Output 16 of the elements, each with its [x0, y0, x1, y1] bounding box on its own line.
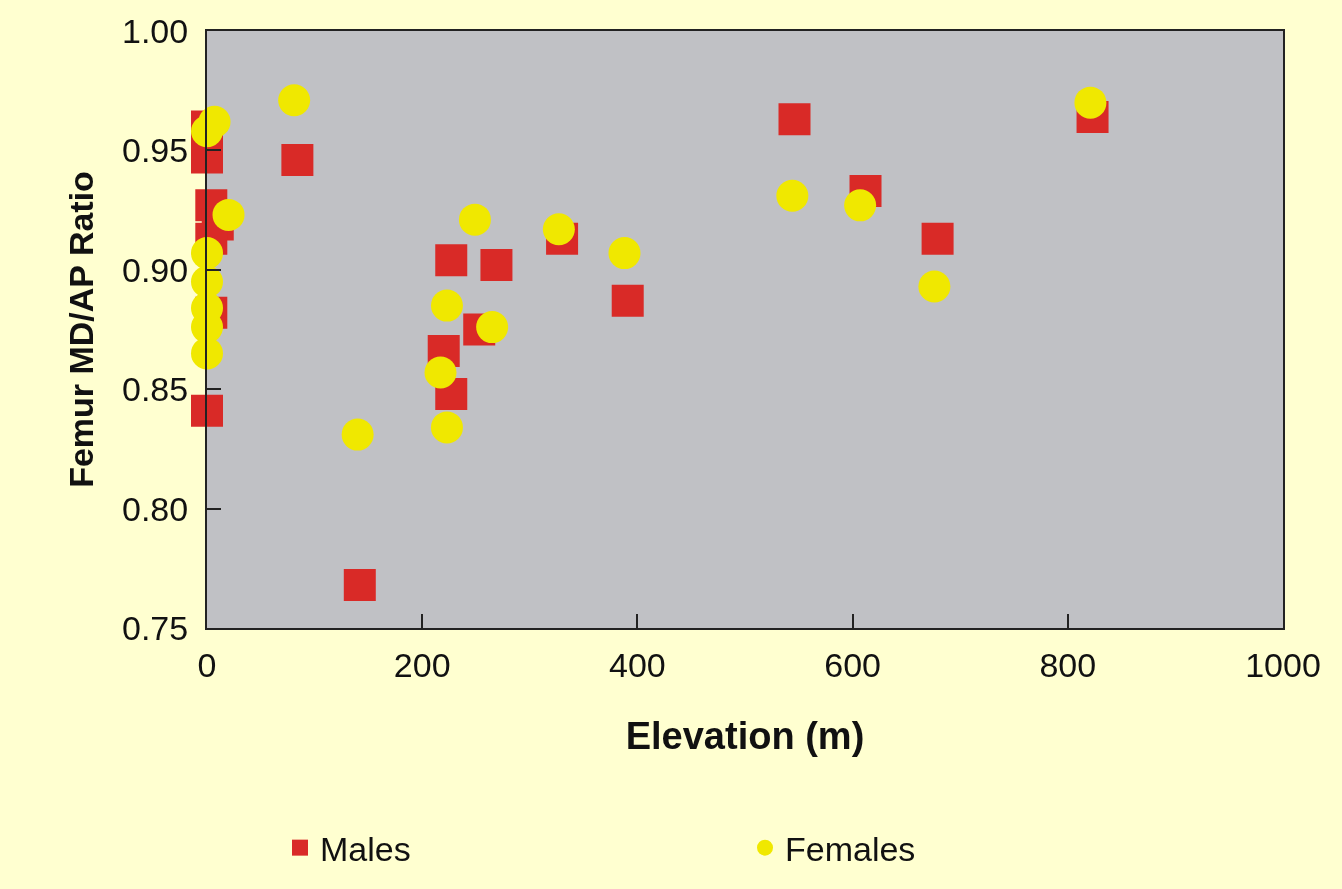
- x-tick-label: 600: [824, 645, 881, 684]
- x-tick-label: 400: [609, 645, 666, 684]
- x-tick-label: 200: [393, 645, 451, 684]
- x-tick-label: 1000: [1245, 645, 1321, 684]
- x-tick-label: 0: [197, 645, 217, 684]
- legend-label: Males: [320, 829, 411, 868]
- y-axis-title: Femur MD/AP Ratio: [62, 171, 101, 488]
- y-tick-label: 0.80: [122, 489, 189, 528]
- y-tick-label: 0.75: [122, 608, 189, 647]
- x-tick-label: 800: [1039, 645, 1097, 684]
- legend-label: Females: [785, 829, 916, 868]
- y-tick-label: 1.00: [122, 11, 189, 50]
- y-tick-label: 0.95: [122, 131, 189, 170]
- x-axis-title: Elevation (m): [625, 715, 865, 758]
- y-tick-label: 0.85: [122, 370, 189, 409]
- y-tick-label: 0.90: [122, 250, 189, 289]
